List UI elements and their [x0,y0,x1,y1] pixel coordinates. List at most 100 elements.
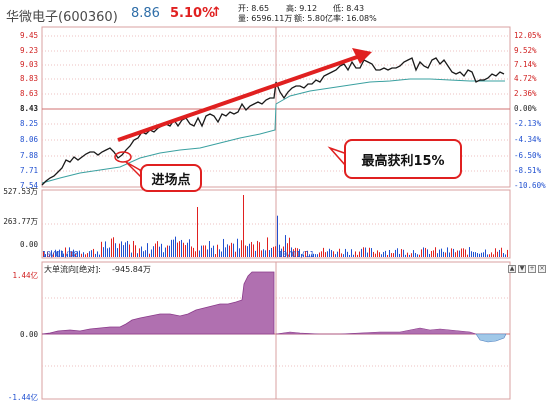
volume-bar [301,254,302,257]
volume-bar [299,249,300,257]
price-tick: 7.71 [19,166,38,175]
volume-bar [55,249,56,257]
volume-bar [243,195,244,257]
volume-bar [187,242,188,257]
flow-tick: 0.00 [19,330,38,339]
stat-high: 高: 9.12 [286,4,318,13]
volume-bar [87,253,88,257]
volume-bar [347,251,348,257]
volume-bar [99,254,100,257]
volume-bar [295,247,296,257]
volume-bar [85,254,86,257]
volume-bar [455,252,456,257]
volume-bar [51,250,52,257]
expand-button[interactable]: + [528,265,536,273]
volume-bar [209,241,210,257]
price-line [41,57,505,186]
volume-bar [437,253,438,257]
volume-bar [335,254,336,257]
volume-bar [507,249,508,257]
volume-bar [363,247,364,257]
volume-bar [341,253,342,257]
volume-bar [349,254,350,257]
date-label-day1: 10/01/08 [42,250,79,259]
volume-bar [97,251,98,257]
volume-bar [397,248,398,257]
volume-bar [385,250,386,257]
volume-bar [191,246,192,257]
volume-bar [117,248,118,257]
volume-bar [485,249,486,257]
volume-bar [369,247,370,257]
volume-bar [273,246,274,257]
flow-tick: 1.44亿 [12,271,38,280]
volume-bar [233,243,234,257]
volume-bar [219,249,220,257]
volume-bar [179,241,180,257]
volume-bar [505,254,506,257]
volume-bar [213,245,214,257]
volume-bar [269,250,270,257]
volume-bar [211,247,212,257]
volume-bar [305,251,306,257]
pct-tick: -10.60% [514,181,546,190]
volume-bar [141,246,142,257]
volume-bar [111,238,112,257]
large-order-flow-area [41,271,275,335]
volume-bar [417,254,418,257]
volume-bar [381,254,382,257]
volume-bar [165,247,166,257]
volume-bar [405,254,406,257]
price-tick: 8.25 [19,119,38,128]
volume-bar [303,254,304,257]
stat-amount: 额: 5.80亿 [294,14,334,23]
volume-bar [261,250,262,257]
volume-bar [319,252,320,257]
volume-bar [43,251,44,257]
volume-bar [449,252,450,257]
volume-bar [267,237,268,257]
volume-bar [317,254,318,257]
volume-bar [471,251,472,257]
volume-bar [283,246,284,257]
volume-bar [255,250,256,257]
volume-bar [393,253,394,257]
volume-bar [57,251,58,257]
price-tick: 9.03 [19,60,38,69]
stat-turnover: 率: 16.08% [333,14,377,23]
scroll-down-button[interactable]: ▼ [518,265,526,273]
volume-bar [487,254,488,257]
entry-point-callout: 进场点 [140,164,202,192]
price-tick: 7.54 [19,181,38,190]
volume-bar [361,248,362,257]
volume-bar [441,248,442,257]
pct-tick: 2.36% [514,89,537,98]
volume-bar [145,250,146,257]
volume-bar [475,252,476,257]
volume-bar [231,242,232,257]
stat-volume: 量: 6596.11万 [238,14,293,23]
volume-bar [415,252,416,257]
volume-bar [367,252,368,257]
scroll-up-button[interactable]: ▲ [508,265,516,273]
volume-bar [499,249,500,257]
volume-bar [321,251,322,257]
pct-tick: -2.13% [514,119,542,128]
volume-bar [91,250,92,257]
volume-bar [359,251,360,257]
volume-bar [275,246,276,257]
volume-bar [421,249,422,257]
volume-tick: 0.00 [19,240,38,249]
volume-bar [81,253,82,257]
volume-bar [473,251,474,257]
close-panel-button[interactable]: × [538,265,546,273]
pct-tick: 9.52% [514,46,537,55]
volume-bar [235,251,236,257]
volume-bar [45,254,46,257]
volume-bar [109,247,110,257]
price-tick: 8.06 [19,135,38,144]
volume-bar [477,253,478,257]
volume-bar [427,249,428,257]
volume-bar [71,251,72,257]
price-tick: 9.45 [19,31,38,40]
